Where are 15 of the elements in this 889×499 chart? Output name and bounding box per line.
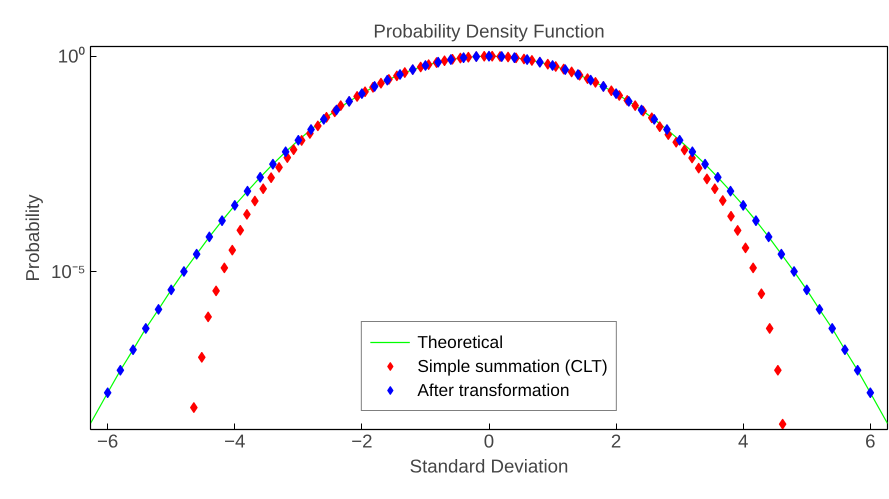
- x-tick-label: 4: [738, 430, 748, 452]
- chart-title: Probability Density Function: [373, 20, 605, 42]
- x-tick-label: −4: [224, 430, 246, 452]
- legend-label: After transformation: [417, 378, 570, 402]
- x-tick-label: 2: [610, 430, 622, 452]
- legend-label: Simple summation (CLT): [417, 354, 608, 378]
- legend-label: Theoretical: [417, 330, 504, 354]
- x-axis-title: Standard Deviation: [410, 456, 568, 476]
- y-tick-label: 10⁰: [58, 46, 86, 67]
- x-tick-label: 0: [484, 430, 494, 452]
- x-tick-label: −2: [351, 430, 373, 452]
- x-tick-label: −6: [97, 430, 118, 452]
- y-axis-title: Probability: [22, 194, 44, 282]
- x-tick-label: 6: [865, 430, 876, 452]
- y-tick-label: 10⁻⁵: [51, 260, 86, 282]
